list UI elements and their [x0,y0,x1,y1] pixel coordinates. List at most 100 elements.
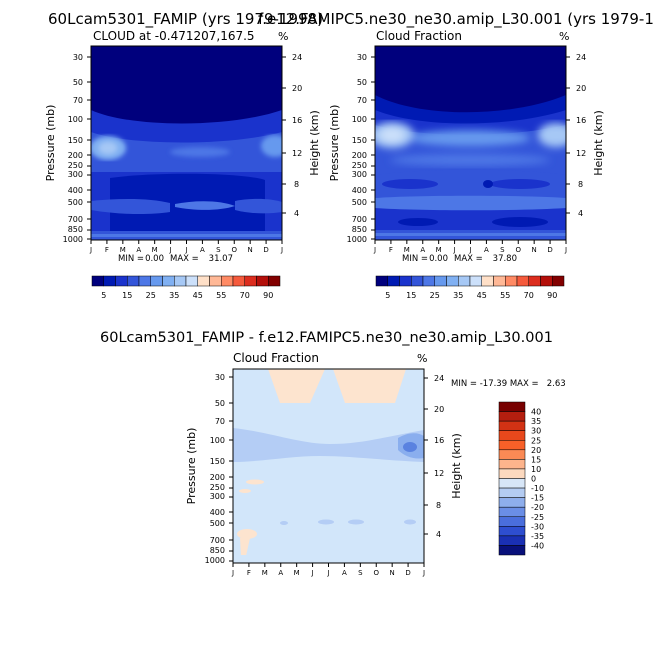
left-ptick: 30 [73,53,83,62]
colorbar-label: 45 [477,291,487,300]
left-htick: 20 [292,84,302,93]
colorbar-swatch [411,275,424,287]
month-label: J [231,569,234,577]
diff-htick: 4 [436,530,441,539]
right-ptick: 400 [352,186,367,195]
colorbar-swatch [138,275,151,287]
month-label: J [373,246,376,254]
left-max-value: 31.07 [209,254,233,264]
month-label: A [200,246,205,254]
month-label: D [405,569,410,577]
colorbar-swatch [458,275,471,287]
left-colorbar: 5 15 25 35 45 55 70 90 [91,275,281,300]
colorbar-label: 35 [531,417,541,426]
right-ptick: 50 [357,78,367,87]
month-label: A [420,246,425,254]
left-htick: 16 [292,116,302,125]
colorbar-swatch [481,275,494,287]
colorbar-label: -15 [531,494,544,503]
month-label: A [278,569,283,577]
right-ylabel: Pressure (mb) [328,105,341,182]
colorbar-swatch [162,275,175,287]
right-panel: Cloud Fraction % [328,29,605,300]
colorbar-swatch [498,468,526,479]
month-label: N [390,569,395,577]
diff-htick: 8 [436,501,441,510]
left-y2label: Height (km) [308,110,321,176]
diff-main-title: 60Lcam5301_FAMIP - f.e12.FAMIPC5.ne30_ne… [100,330,553,346]
left-min-label: MIN = [118,254,144,264]
diff-ptick: 300 [210,492,225,501]
month-label: F [105,246,109,254]
left-htick: 4 [294,209,299,218]
colorbar-label: 15 [122,291,132,300]
colorbar-swatch [209,275,222,287]
colorbar-swatch [516,275,529,287]
month-label: O [373,569,379,577]
diff-minmax: MIN = -17.39 MAX = 2.63 [451,379,566,389]
diff-ptick: 50 [215,399,225,408]
colorbar-label: 70 [240,291,250,300]
month-label: M [262,569,268,577]
month-label: D [263,246,268,254]
right-htick: 20 [576,84,586,93]
diff-panel-title: Cloud Fraction [233,351,319,365]
diff-ptick: 1000 [205,556,225,565]
diff-pressure-ticks: 30 50 70 100 150 200 250 300 400 500 700… [205,373,233,565]
month-label: D [547,246,552,254]
colorbar-label: 5 [101,291,106,300]
right-htick: 12 [576,149,586,158]
diff-panel: Cloud Fraction % [185,351,566,577]
colorbar-label: 15 [531,455,541,464]
right-ptick: 500 [352,198,367,207]
left-pressure-ticks: 30 50 70 100 150 200 250 300 400 500 700… [63,53,91,244]
diff-htick: 16 [434,436,444,445]
right-min-value: 0.00 [429,254,448,264]
diff-ptick: 200 [210,473,225,482]
colorbar-swatch [498,430,526,441]
colorbar-swatch [498,497,526,508]
month-label: J [184,246,187,254]
colorbar-swatch [498,487,526,498]
right-y2label: Height (km) [592,110,605,176]
colorbar-label: 90 [547,291,557,300]
colorbar-swatch [498,526,526,537]
colorbar-label: -25 [531,513,544,522]
month-label: S [216,246,221,254]
month-label: J [564,246,567,254]
month-label: F [389,246,393,254]
diff-ptick: 850 [210,546,225,555]
left-units-label: % [278,30,288,43]
colorbar-label: 5 [385,291,390,300]
left-ptick: 850 [68,225,83,234]
month-label: N [532,246,537,254]
month-label: M [404,246,410,254]
colorbar-swatch [498,420,526,431]
left-htick: 8 [294,180,299,189]
month-label: O [515,246,521,254]
colorbar-label: 10 [531,465,541,474]
right-htick: 8 [578,180,583,189]
colorbar-label: 25 [146,291,156,300]
diff-ptick: 100 [210,436,225,445]
left-ptick: 100 [68,115,83,124]
right-pressure-ticks: 30 50 70 100 150 200 250 300 400 500 700… [347,53,375,244]
colorbar-swatch [422,275,435,287]
left-htick: 12 [292,149,302,158]
left-panel: CLOUD at -0.471207,167.5 % [44,29,321,300]
right-ptick: 300 [352,170,367,179]
diff-units-label: % [417,352,427,365]
left-main-title: 60Lcam5301_FAMIP (yrs 1979-1998) [48,10,323,29]
left-ptick: 400 [68,186,83,195]
month-label: J [326,569,329,577]
month-label: S [500,246,505,254]
left-ptick: 1000 [63,235,83,244]
diff-ptick: 70 [215,417,225,426]
left-ptick: 50 [73,78,83,87]
colorbar-label: -35 [531,532,544,541]
month-label: F [247,569,251,577]
colorbar-swatch [498,411,526,422]
colorbar-label: 25 [430,291,440,300]
colorbar-swatch [493,275,506,287]
